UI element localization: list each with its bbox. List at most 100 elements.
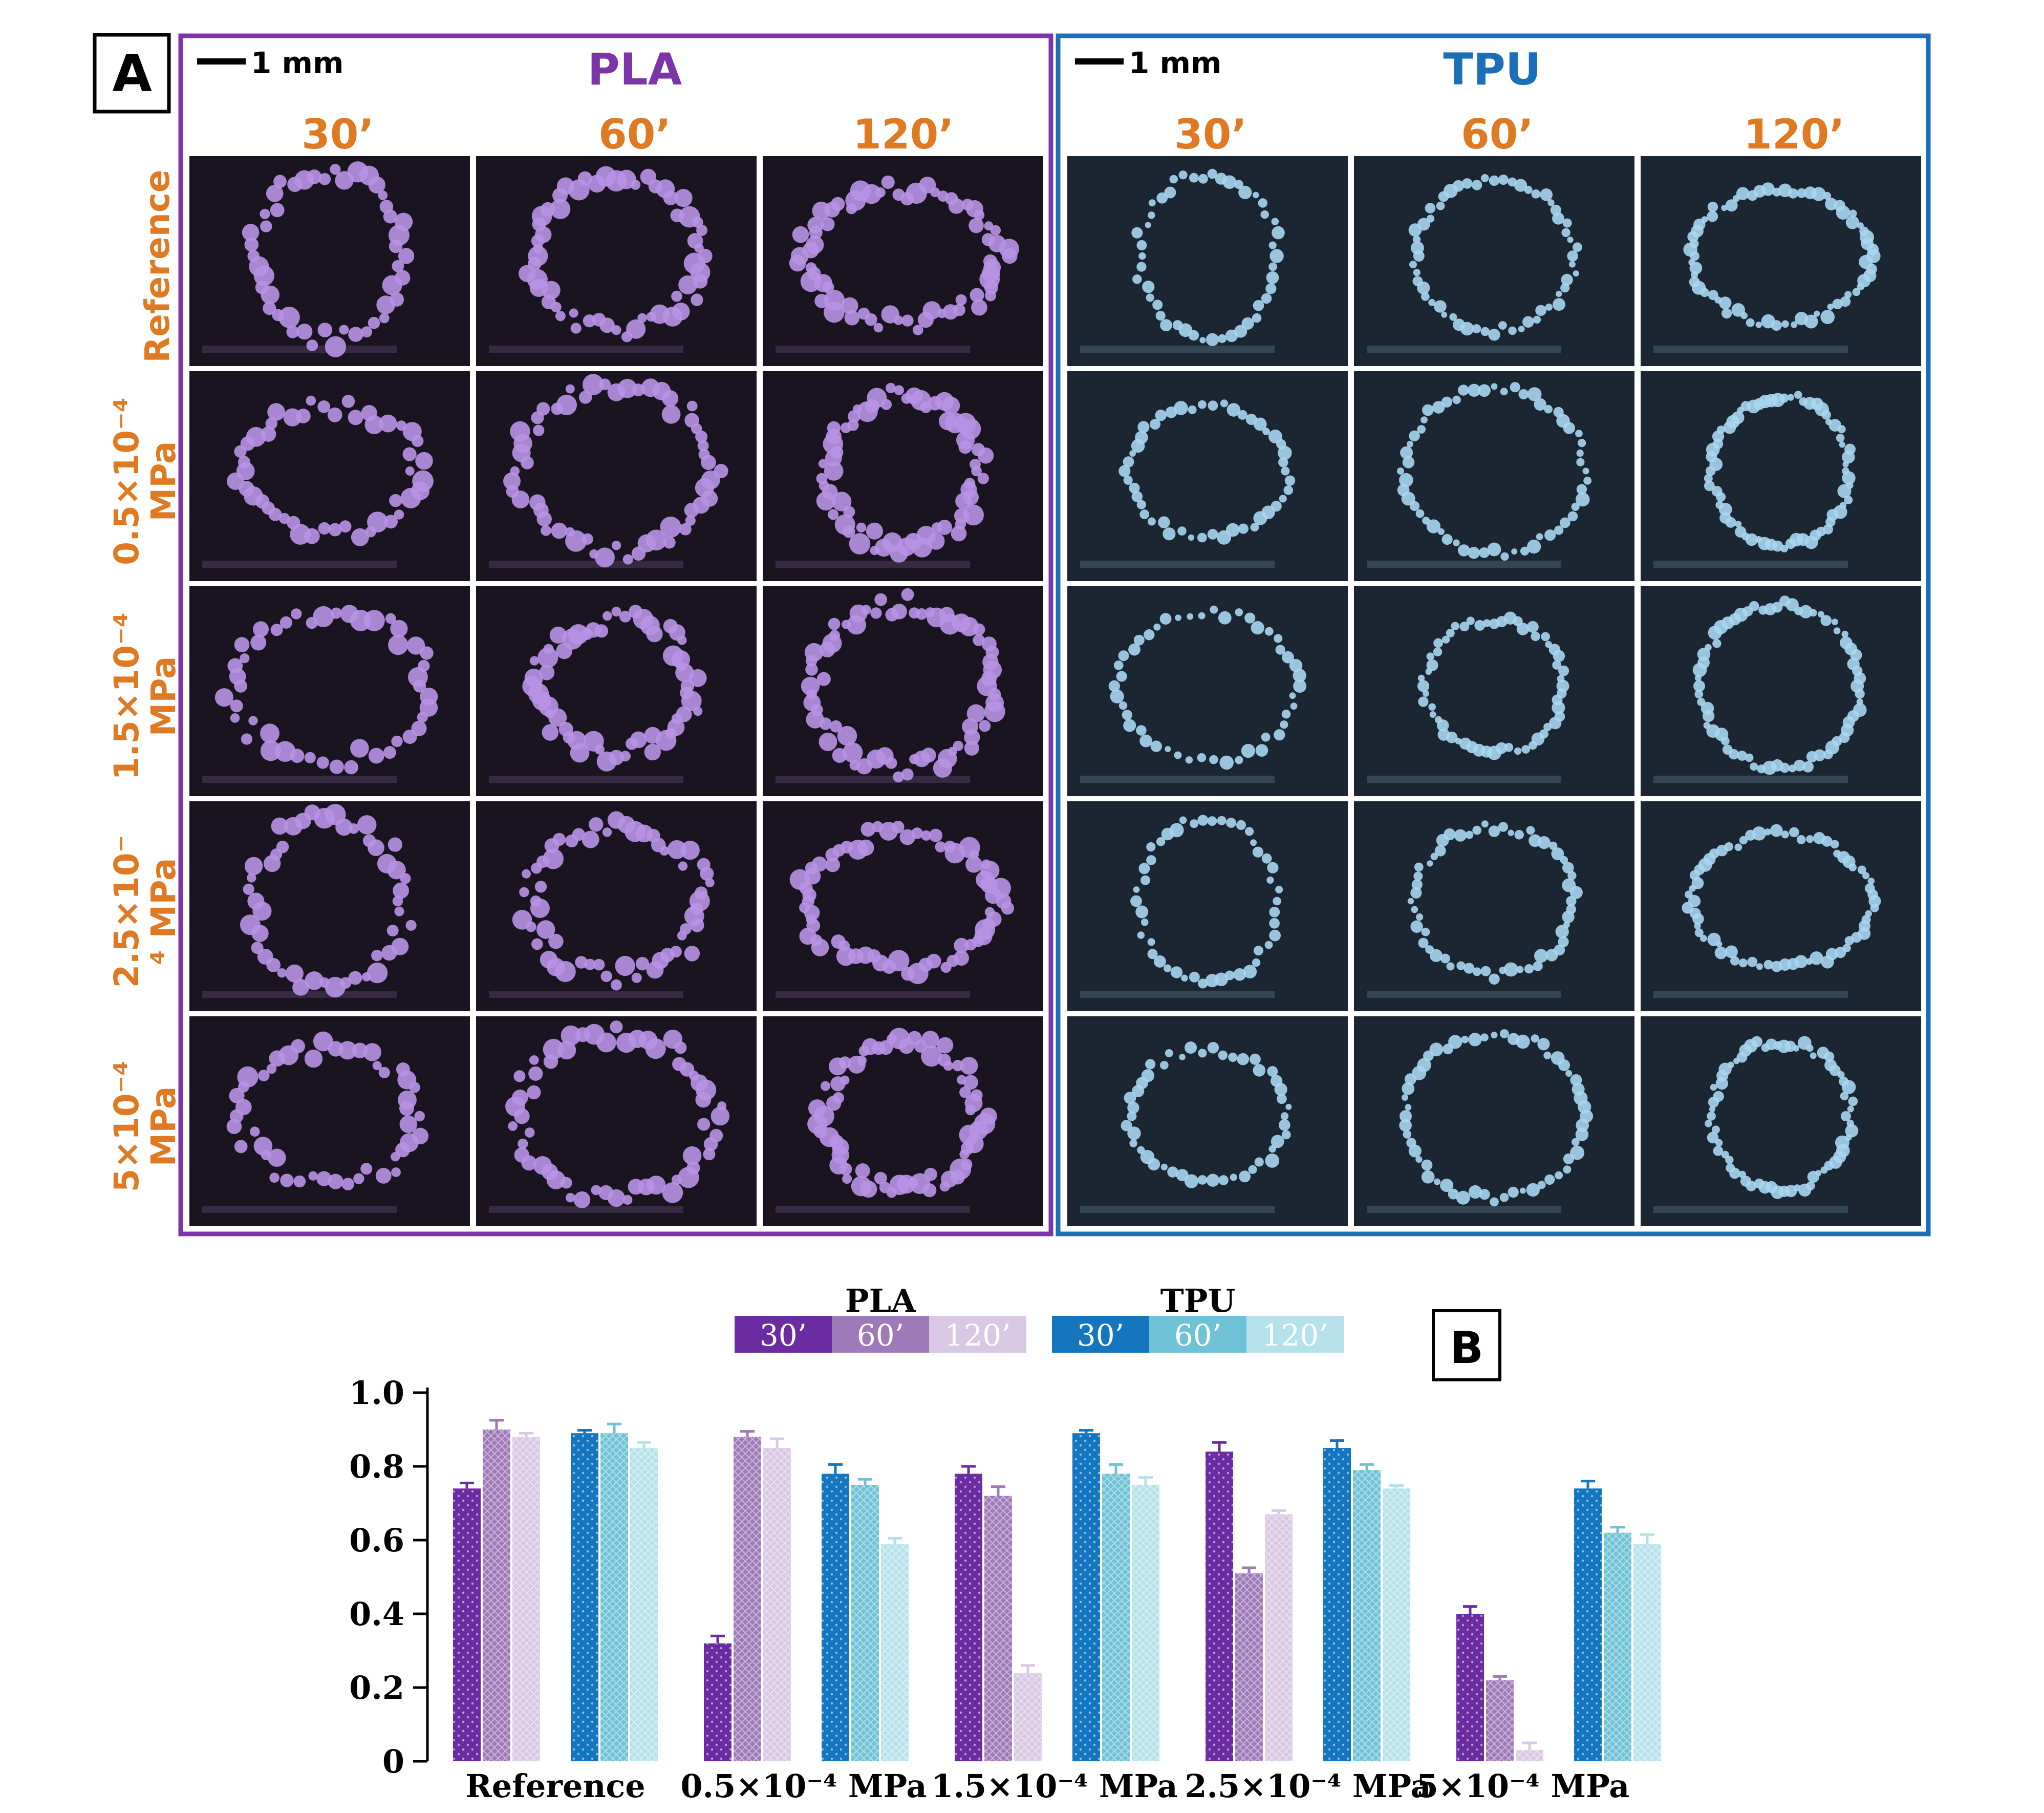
particle-mark bbox=[856, 758, 872, 775]
particle-mark bbox=[1207, 168, 1217, 179]
particle-mark bbox=[1402, 1082, 1415, 1095]
particle-mark bbox=[1534, 949, 1548, 963]
particle-mark bbox=[1738, 1170, 1746, 1179]
particle-mark bbox=[1721, 1150, 1729, 1159]
micrograph-caption-strip bbox=[1080, 346, 1275, 353]
particle-mark bbox=[1708, 290, 1718, 301]
particle-mark bbox=[1260, 210, 1269, 219]
micrograph-caption-strip bbox=[489, 1206, 683, 1213]
particle-mark bbox=[1239, 1170, 1251, 1183]
particle-mark bbox=[573, 1191, 591, 1208]
particle-mark bbox=[646, 961, 664, 979]
particle-mark bbox=[387, 861, 406, 880]
particle-mark bbox=[1756, 963, 1763, 970]
particle-mark bbox=[405, 466, 415, 476]
particle-mark bbox=[306, 395, 316, 406]
particle-mark bbox=[591, 1185, 601, 1196]
svg-text:2.5×10⁻: 2.5×10⁻ bbox=[107, 835, 146, 988]
particle-mark bbox=[260, 723, 279, 743]
particle-mark bbox=[977, 447, 994, 464]
particle-mark bbox=[1490, 1197, 1499, 1207]
particle-mark bbox=[880, 399, 892, 410]
particle-mark bbox=[1199, 337, 1206, 344]
particle-mark bbox=[583, 314, 596, 328]
particle-mark bbox=[583, 374, 604, 395]
particle-mark bbox=[518, 1138, 528, 1149]
particle-mark bbox=[1244, 612, 1256, 624]
micrograph-caption-strip bbox=[776, 346, 970, 353]
panel-label-b-box bbox=[1432, 1309, 1501, 1381]
particle-mark bbox=[977, 473, 989, 484]
particle-mark bbox=[1165, 746, 1171, 753]
particle-mark bbox=[1258, 198, 1267, 208]
particle-mark bbox=[874, 1171, 887, 1185]
particle-mark bbox=[1441, 534, 1453, 545]
particle-mark bbox=[248, 716, 258, 726]
particle-mark bbox=[933, 758, 952, 778]
particle-mark bbox=[1845, 216, 1859, 229]
particle-mark bbox=[1578, 1100, 1591, 1114]
particle-mark bbox=[1870, 903, 1879, 912]
particle-mark bbox=[1274, 634, 1283, 643]
particle-mark bbox=[1279, 495, 1287, 503]
particle-mark bbox=[1514, 747, 1522, 755]
particle-mark bbox=[1479, 547, 1490, 558]
particle-mark bbox=[703, 1148, 716, 1161]
particle-mark bbox=[244, 857, 263, 876]
particle-mark bbox=[1560, 283, 1570, 293]
micrograph-tile bbox=[1067, 586, 1348, 796]
particle-mark bbox=[1411, 879, 1423, 890]
particle-mark bbox=[1839, 441, 1845, 448]
particle-mark bbox=[1176, 1169, 1189, 1182]
particle-mark bbox=[917, 312, 934, 328]
panel-label-a-box bbox=[93, 33, 171, 114]
particle-mark bbox=[878, 1040, 893, 1055]
particle-mark bbox=[378, 190, 388, 200]
particle-mark bbox=[566, 1192, 575, 1203]
particle-mark bbox=[1844, 496, 1853, 504]
particle-mark bbox=[674, 1041, 687, 1054]
particle-mark bbox=[966, 704, 985, 723]
particle-mark bbox=[1576, 1118, 1589, 1132]
row-label-5: 5×10⁻⁴ MPa bbox=[107, 1061, 183, 1192]
particle-mark bbox=[348, 327, 363, 342]
particle-mark bbox=[1840, 1092, 1849, 1101]
particle-mark bbox=[663, 190, 678, 205]
particle-mark bbox=[1458, 544, 1470, 557]
particle-mark bbox=[1718, 296, 1732, 309]
micrograph-caption-strip bbox=[202, 991, 397, 998]
particle-mark bbox=[1274, 1083, 1287, 1096]
particle-mark bbox=[1456, 961, 1466, 970]
particle-mark bbox=[1480, 327, 1490, 336]
particle-mark bbox=[1802, 761, 1814, 773]
particle-mark bbox=[1269, 929, 1281, 942]
particle-mark bbox=[351, 528, 369, 546]
particle-mark bbox=[913, 325, 923, 335]
particle-mark bbox=[695, 431, 708, 443]
particle-mark bbox=[1217, 530, 1232, 545]
particle-mark bbox=[940, 962, 952, 973]
particle-mark bbox=[1734, 843, 1742, 851]
row-label-2-5: 2.5×10⁻ ⁴ MPa bbox=[107, 835, 183, 988]
particle-mark bbox=[234, 637, 250, 652]
particle-mark bbox=[1553, 298, 1565, 311]
bar-texture bbox=[1102, 1474, 1130, 1761]
particle-mark bbox=[1576, 484, 1587, 495]
particle-mark bbox=[1146, 855, 1156, 865]
particle-mark bbox=[615, 955, 635, 976]
particle-mark bbox=[1573, 270, 1579, 277]
particle-mark bbox=[1747, 956, 1758, 967]
particle-mark bbox=[1518, 389, 1529, 399]
scale-bar-text-tpu: 1 mm bbox=[1129, 46, 1221, 80]
particle-mark bbox=[1848, 863, 1857, 871]
bar-texture bbox=[571, 1433, 598, 1761]
particle-mark bbox=[1436, 201, 1445, 210]
particle-mark bbox=[1472, 825, 1482, 835]
particle-mark bbox=[313, 1031, 333, 1052]
particle-mark bbox=[1452, 395, 1461, 404]
particle-mark bbox=[679, 523, 692, 536]
panel-label-a: A bbox=[112, 44, 152, 103]
particle-mark bbox=[1466, 616, 1475, 625]
micrograph-tile bbox=[1354, 371, 1634, 581]
particle-mark bbox=[875, 187, 886, 198]
